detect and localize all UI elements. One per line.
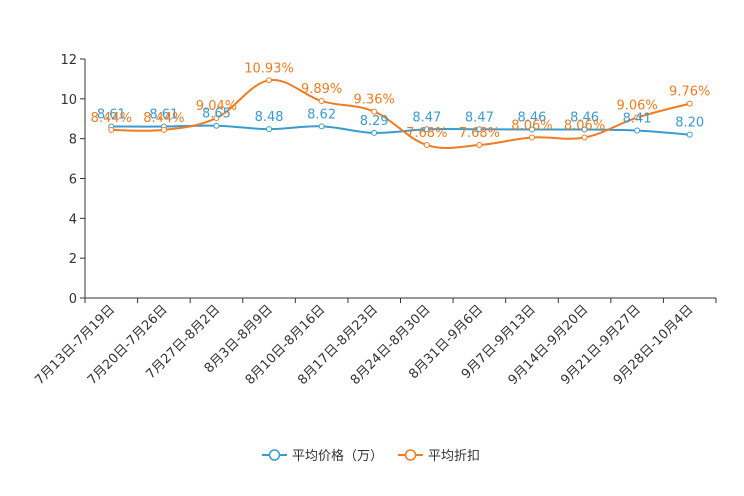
data-point — [686, 131, 693, 138]
data-label: 8.61 — [149, 108, 178, 123]
data-point — [318, 123, 325, 130]
data-label: 8.46 — [570, 111, 599, 126]
data-point — [476, 126, 483, 133]
data-point — [581, 134, 588, 141]
data-point — [213, 114, 220, 121]
x-axis: 7月13日-7月19日7月20日-7月26日7月27日-8月2日8月3日-8月9… — [32, 297, 717, 388]
data-point — [423, 126, 430, 133]
data-label: 7.68% — [459, 126, 500, 141]
legend-label: 平均价格（万） — [292, 448, 383, 464]
legend-item-discount: 平均折扣 — [398, 449, 480, 464]
data-point — [213, 122, 220, 129]
data-point — [528, 134, 535, 141]
legend-marker-icon — [268, 449, 281, 461]
y-tick-label: 2 — [69, 252, 77, 267]
data-label: 8.61 — [97, 108, 126, 123]
data-point — [581, 126, 588, 133]
data-point — [266, 126, 273, 133]
y-axis: 0 2 4 6 8 10 12 — [60, 53, 86, 307]
data-point — [108, 126, 115, 133]
data-label: 9.06% — [616, 99, 657, 114]
legend-item-price: 平均价格（万） — [262, 448, 383, 464]
data-label: 8.65 — [202, 107, 231, 122]
y-tick-label: 0 — [69, 292, 77, 307]
data-label: 8.48 — [255, 110, 284, 125]
data-label: 8.47 — [412, 110, 441, 125]
data-point — [634, 114, 641, 121]
data-label: 9.89% — [301, 82, 342, 97]
y-tick-label: 8 — [69, 133, 77, 148]
data-label: 8.62 — [307, 107, 336, 122]
series-line-discount — [111, 79, 690, 150]
data-label: 10.93% — [244, 61, 294, 76]
y-tick-label: 6 — [69, 173, 77, 188]
legend: 平均价格（万） 平均折扣 — [262, 448, 480, 464]
y-tick-label: 4 — [69, 212, 77, 227]
data-label: 8.44% — [91, 111, 132, 126]
data-point — [423, 142, 430, 149]
data-point — [160, 126, 167, 133]
y-tick-label: 10 — [60, 93, 77, 108]
data-point — [371, 129, 378, 136]
data-point — [686, 100, 693, 107]
data-point — [528, 126, 535, 133]
data-labels: 8.61 8.61 8.65 8.48 8.62 8.29 8.47 8.47 8.46 8.46… — [91, 61, 711, 141]
data-point — [634, 127, 641, 134]
data-label: 8.46 — [517, 111, 546, 126]
data-label: 8.44% — [143, 111, 184, 126]
data-point — [266, 77, 273, 84]
series-line-price — [111, 124, 690, 136]
data-label: 8.47 — [465, 110, 494, 125]
legend-label: 平均折扣 — [428, 449, 480, 464]
data-point — [476, 142, 483, 149]
data-label: 9.04% — [196, 99, 237, 114]
data-label: 8.29 — [360, 114, 389, 129]
data-point — [318, 98, 325, 105]
series-layer — [108, 77, 693, 150]
y-tick-label: 12 — [60, 53, 77, 68]
data-label: 8.20 — [675, 116, 704, 131]
data-label: 9.36% — [354, 93, 395, 108]
legend-marker-icon — [404, 449, 417, 461]
data-label: 8.06% — [511, 118, 552, 133]
data-label: 9.76% — [669, 85, 710, 100]
data-label: 8.41 — [623, 112, 652, 127]
data-label: 7.68% — [406, 126, 447, 141]
data-point — [371, 108, 378, 115]
data-label: 8.06% — [564, 118, 605, 133]
